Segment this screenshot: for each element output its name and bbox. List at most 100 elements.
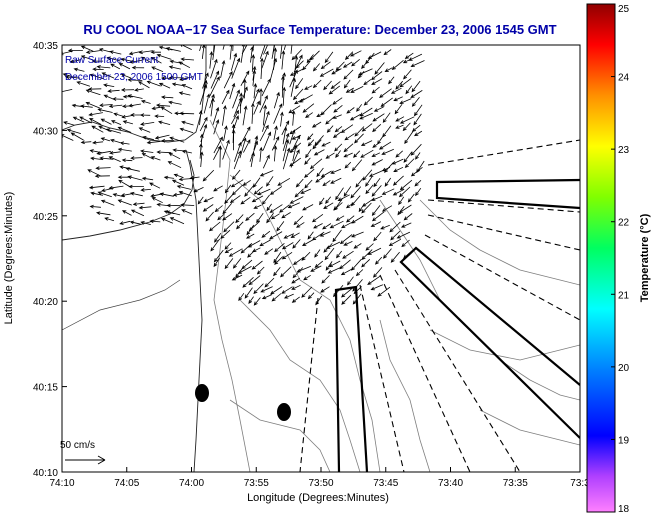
- current-vector: [332, 131, 342, 139]
- current-vector: [87, 169, 102, 177]
- current-vector: [251, 260, 263, 270]
- current-vector: [240, 196, 251, 205]
- current-vector: [165, 210, 181, 216]
- current-vector: [399, 116, 415, 124]
- current-vector: [253, 100, 260, 115]
- current-vector: [306, 54, 314, 64]
- current-vector: [414, 180, 422, 187]
- current-vector: [261, 230, 271, 238]
- current-vector: [149, 182, 161, 189]
- current-vector: [100, 118, 112, 125]
- current-vector: [354, 133, 364, 144]
- current-vector: [127, 78, 143, 82]
- current-vector: [395, 116, 405, 122]
- current-vector: [360, 140, 373, 146]
- current-vector: [125, 167, 140, 172]
- current-vector: [117, 199, 132, 206]
- current-vector: [399, 98, 412, 104]
- current-vector: [251, 195, 264, 203]
- current-vector: [313, 149, 325, 156]
- current-vector: [349, 50, 362, 57]
- current-vector: [365, 243, 374, 251]
- current-vector: [80, 104, 93, 109]
- current-vector: [193, 187, 204, 193]
- current-vector: [371, 152, 381, 157]
- current-vector: [98, 48, 111, 53]
- contour-3: [239, 299, 361, 472]
- current-vector: [259, 95, 268, 113]
- current-vector: [228, 248, 243, 257]
- current-vector: [396, 231, 411, 239]
- y-axis: 40:35 40:30 40:25 40:20 40:15 40:10: [33, 41, 67, 479]
- current-vector: [269, 186, 283, 195]
- current-vector: [213, 136, 223, 154]
- current-vector: [347, 276, 354, 286]
- current-vector: [351, 58, 360, 67]
- current-vector: [404, 158, 415, 169]
- current-vector: [310, 265, 322, 272]
- current-vector: [404, 52, 414, 60]
- current-vector: [301, 286, 313, 298]
- current-vector: [309, 50, 320, 61]
- current-vector: [224, 242, 232, 250]
- current-vector: [62, 89, 73, 93]
- current-vector: [129, 59, 143, 64]
- current-vector: [290, 77, 296, 97]
- current-vector: [120, 88, 135, 92]
- buoy-marker: [277, 403, 291, 421]
- current-vector: [131, 65, 145, 70]
- shipping-lanes: [299, 139, 580, 472]
- current-vector: [142, 135, 154, 141]
- current-vector: [371, 195, 383, 201]
- current-vector: [281, 50, 286, 70]
- x-tick-label: 73:45: [373, 478, 398, 489]
- current-vector: [398, 196, 405, 206]
- current-vector: [121, 158, 133, 163]
- current-vector: [128, 184, 144, 189]
- current-vector: [243, 139, 251, 153]
- x-tick-label: 74:10: [49, 478, 74, 489]
- y-axis-label: Latitude (Degrees:Minutes): [3, 192, 15, 325]
- current-vector: [180, 45, 192, 50]
- current-vector: [261, 50, 269, 69]
- current-vector: [112, 97, 124, 101]
- current-vector: [273, 91, 280, 109]
- current-vector: [105, 128, 122, 134]
- current-vector: [179, 111, 195, 116]
- x-tick-label: 73:40: [438, 478, 463, 489]
- current-vector: [276, 221, 285, 232]
- current-vector: [230, 52, 238, 71]
- current-vector: [359, 112, 373, 120]
- current-vector: [360, 149, 374, 158]
- current-vector: [155, 103, 171, 108]
- current-vector: [112, 193, 125, 198]
- current-vector: [202, 204, 214, 212]
- current-vector: [210, 238, 221, 252]
- current-vector: [373, 106, 384, 112]
- current-vector: [140, 56, 152, 64]
- current-vector: [341, 294, 352, 305]
- current-vector: [319, 68, 334, 77]
- current-vector: [108, 104, 123, 108]
- current-vector: [252, 88, 260, 105]
- current-vector: [268, 231, 283, 240]
- current-vector: [229, 82, 236, 100]
- colorbar-tick-label: 23: [618, 145, 630, 156]
- current-vector: [367, 247, 382, 255]
- current-vector: [72, 116, 85, 123]
- current-vector: [213, 249, 224, 263]
- current-vector: [95, 211, 111, 216]
- current-vector: [330, 177, 342, 184]
- current-vector: [107, 89, 120, 93]
- current-vector: [259, 170, 274, 177]
- current-vector: [119, 220, 131, 225]
- current-vector: [291, 277, 301, 284]
- current-vector: [295, 60, 304, 69]
- current-vector: [220, 59, 226, 78]
- current-vector: [351, 231, 364, 238]
- current-vector: [292, 239, 301, 249]
- current-vector: [380, 224, 390, 230]
- current-vector: [238, 292, 245, 302]
- current-vector: [307, 139, 315, 147]
- current-vector: [121, 114, 133, 119]
